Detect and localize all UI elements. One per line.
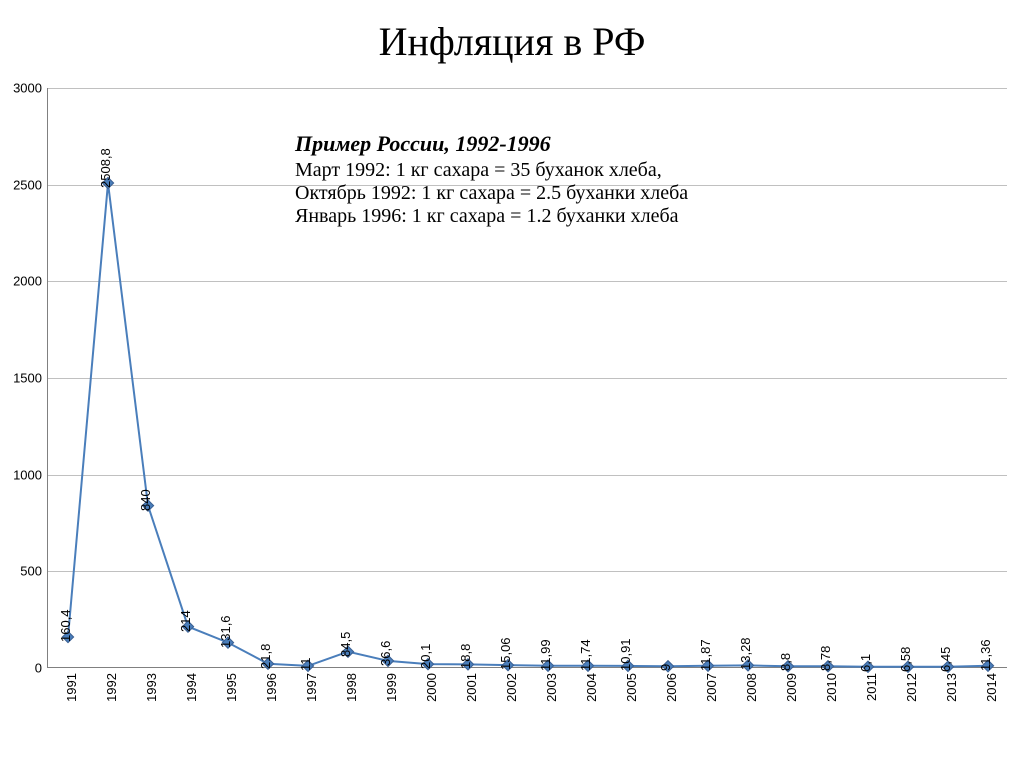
y-tick-label: 0 (35, 661, 48, 676)
data-label: 36,6 (378, 641, 393, 666)
x-tick-label: 2012 (904, 673, 919, 702)
data-label: 8,78 (818, 646, 833, 671)
y-tick-label: 500 (20, 564, 48, 579)
y-tick-label: 3000 (13, 81, 48, 96)
data-label: 6,58 (898, 646, 913, 671)
x-tick-label: 2003 (544, 673, 559, 702)
textbox-line: Октябрь 1992: 1 кг сахара = 2.5 буханки … (295, 182, 688, 205)
x-tick-label: 2007 (704, 673, 719, 702)
y-tick-label: 1500 (13, 371, 48, 386)
x-tick-label: 2002 (504, 673, 519, 702)
y-tick-label: 1000 (13, 467, 48, 482)
x-tick-label: 2011 (864, 673, 879, 701)
data-label: 6,45 (938, 646, 953, 671)
data-label: 9 (658, 664, 673, 671)
x-tick-label: 2005 (624, 673, 639, 702)
data-label: 11,36 (978, 639, 993, 671)
annotation-textbox: Пример России, 1992-1996 Март 1992: 1 кг… (295, 131, 688, 228)
textbox-line: Март 1992: 1 кг сахара = 35 буханок хлеб… (295, 159, 688, 182)
data-label: 13,28 (738, 638, 753, 671)
x-tick-label: 2006 (664, 673, 679, 702)
x-tick-label: 1994 (184, 673, 199, 702)
data-label: 214 (178, 610, 193, 632)
data-label: 131,6 (218, 615, 233, 648)
data-label: 840 (138, 489, 153, 511)
inflation-chart: 0 500 1000 1500 2000 2500 3000 1991 1992 1993 1994… (5, 76, 1019, 756)
data-label: 2508,8 (98, 148, 113, 188)
y-tick-label: 2500 (13, 177, 48, 192)
data-label: 21,8 (258, 643, 273, 668)
textbox-title: Пример России, 1992-1996 (295, 131, 688, 157)
page-title: Инфляция в РФ (0, 0, 1024, 65)
x-tick-label: 2013 (944, 673, 959, 702)
x-tick-label: 2000 (424, 673, 439, 702)
data-label: 18,8 (458, 644, 473, 669)
x-tick-label: 1991 (64, 673, 79, 702)
x-tick-label: 2014 (984, 673, 999, 702)
x-tick-label: 2001 (464, 673, 479, 702)
x-tick-label: 1995 (224, 673, 239, 702)
data-label: 11,87 (698, 639, 713, 671)
data-label: 84,5 (338, 631, 353, 656)
x-tick-label: 2010 (824, 673, 839, 702)
x-tick-label: 2004 (584, 673, 599, 702)
data-label: 11 (298, 657, 313, 671)
x-tick-label: 1997 (304, 673, 319, 702)
data-label: 15,06 (498, 638, 513, 671)
x-tick-label: 1996 (264, 673, 279, 702)
data-label: 8,8 (778, 653, 793, 671)
x-tick-label: 2008 (744, 673, 759, 702)
data-label: 160,4 (58, 609, 73, 642)
x-tick-label: 1993 (144, 673, 159, 702)
y-tick-label: 2000 (13, 274, 48, 289)
data-label: 11,74 (578, 639, 593, 671)
textbox-line: Январь 1996: 1 кг сахара = 1.2 буханки х… (295, 205, 688, 228)
data-label: 10,91 (618, 638, 633, 671)
x-tick-label: 1998 (344, 673, 359, 702)
x-tick-label: 1999 (384, 673, 399, 702)
data-label: 6,1 (858, 654, 873, 672)
data-label: 11,99 (538, 639, 553, 671)
x-tick-label: 1992 (104, 673, 119, 702)
data-label: 20,1 (418, 644, 433, 669)
x-tick-label: 2009 (784, 673, 799, 702)
